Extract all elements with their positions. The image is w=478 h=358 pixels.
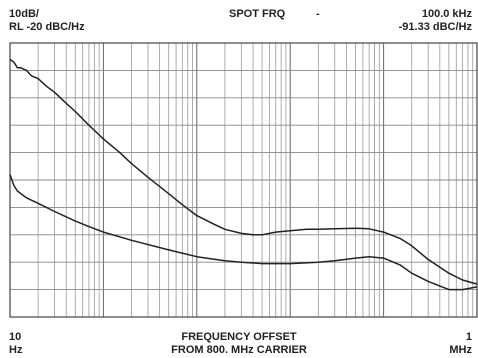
x-start-value: 10 [9, 331, 22, 343]
plot-frame [9, 42, 478, 318]
trace-line-2 [9, 174, 478, 291]
x-axis-title: FREQUENCY OFFSET [181, 331, 297, 343]
chart-traces [9, 58, 478, 291]
ref-level-label: RL -20 dBC/Hz [9, 21, 85, 33]
x-axis-subtitle: FROM 800. MHz CARRIER [171, 344, 307, 356]
x-end-value: 1 [465, 331, 472, 343]
x-end-unit: MHz [449, 344, 472, 356]
mode-label: SPOT FRQ [229, 8, 286, 20]
chart-grid [9, 42, 478, 318]
trace-line-1 [9, 58, 478, 285]
spot-value-readout: -91.33 dBC/Hz [398, 21, 472, 33]
scale-label: 10dB/ [9, 8, 39, 20]
spot-frequency-readout: 100.0 kHz [421, 8, 472, 20]
mode-separator: - [316, 8, 320, 20]
x-start-unit: Hz [9, 344, 23, 356]
